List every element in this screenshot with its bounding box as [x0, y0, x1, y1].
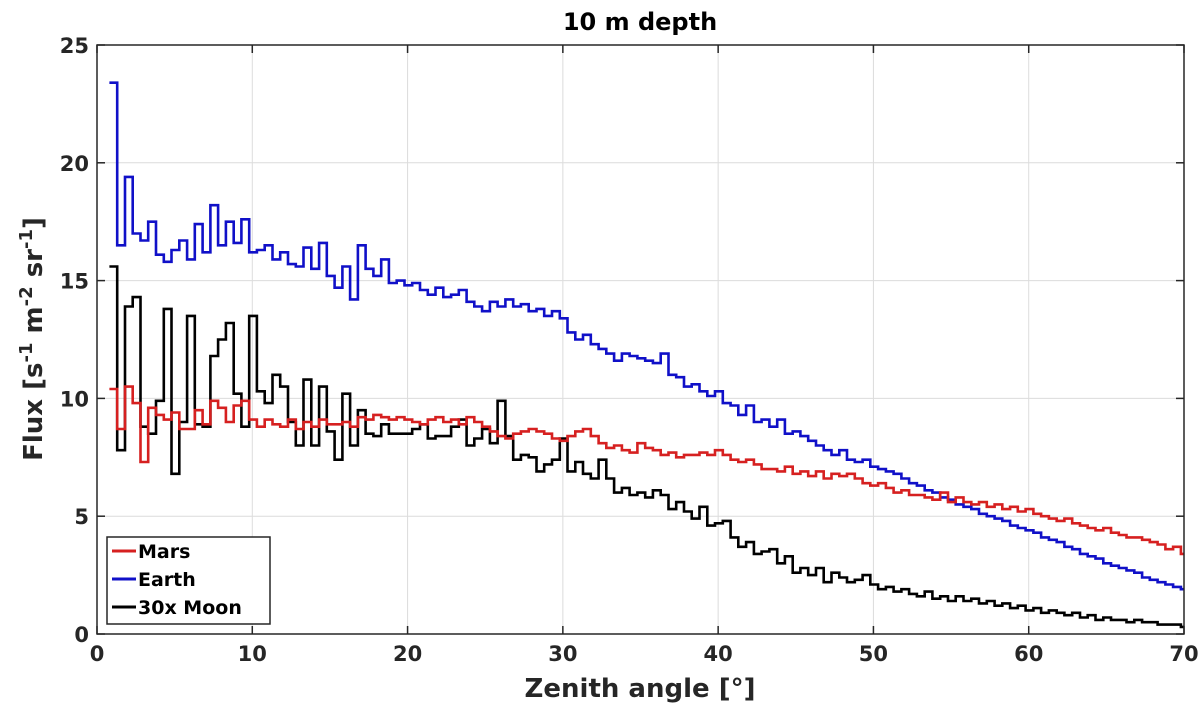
- y-axis-label-part: Flux [s: [19, 363, 49, 461]
- series-30x-moon: [109, 265, 1184, 629]
- x-tick-label: 50: [859, 642, 888, 666]
- y-axis-label-superscript: -1: [16, 229, 37, 249]
- plot-background: [97, 45, 1184, 634]
- grid: [97, 45, 1184, 634]
- x-tick-label: 30: [548, 642, 577, 666]
- chart-title: 10 m depth: [563, 8, 717, 36]
- legend: Mars Earth 30x Moon: [106, 536, 271, 625]
- x-tick-label: 70: [1169, 642, 1198, 666]
- series-line: [109, 385, 1184, 556]
- y-axis-label-part: ]: [19, 217, 49, 229]
- y-tick-label: 0: [74, 623, 89, 647]
- x-tick-label: 20: [393, 642, 422, 666]
- legend-label: Mars: [138, 541, 190, 563]
- x-tick-label: 0: [90, 642, 105, 666]
- ticks: 0 10 20 30 40 50 60 70 0 5 10 15 20 25: [60, 34, 1199, 666]
- x-tick-label: 60: [1014, 642, 1043, 666]
- x-tick-label: 10: [238, 642, 267, 666]
- y-axis-label-part: m: [19, 306, 49, 342]
- series-earth: [109, 81, 1184, 591]
- y-tick-label: 10: [60, 387, 89, 411]
- series-mars: [109, 385, 1184, 556]
- x-tick-label: 40: [704, 642, 733, 666]
- y-tick-label: 15: [60, 270, 89, 294]
- y-tick-label: 25: [60, 34, 89, 58]
- series-layer: [109, 81, 1184, 629]
- x-axis-label: Zenith angle [°]: [525, 674, 756, 704]
- series-line: [109, 81, 1184, 591]
- y-tick-label: 20: [60, 152, 89, 176]
- y-axis-label: Flux [s-1 m-2 sr-1]: [16, 217, 50, 461]
- y-axis-label-superscript: -1: [16, 343, 37, 363]
- plot-frame: [96, 44, 1185, 635]
- legend-label: Earth: [138, 569, 196, 591]
- legend-label: 30x Moon: [138, 597, 242, 619]
- series-line: [109, 265, 1184, 629]
- y-axis-label-superscript: -2: [16, 286, 37, 306]
- y-axis-label-part: sr: [19, 249, 49, 287]
- y-tick-label: 5: [74, 505, 89, 529]
